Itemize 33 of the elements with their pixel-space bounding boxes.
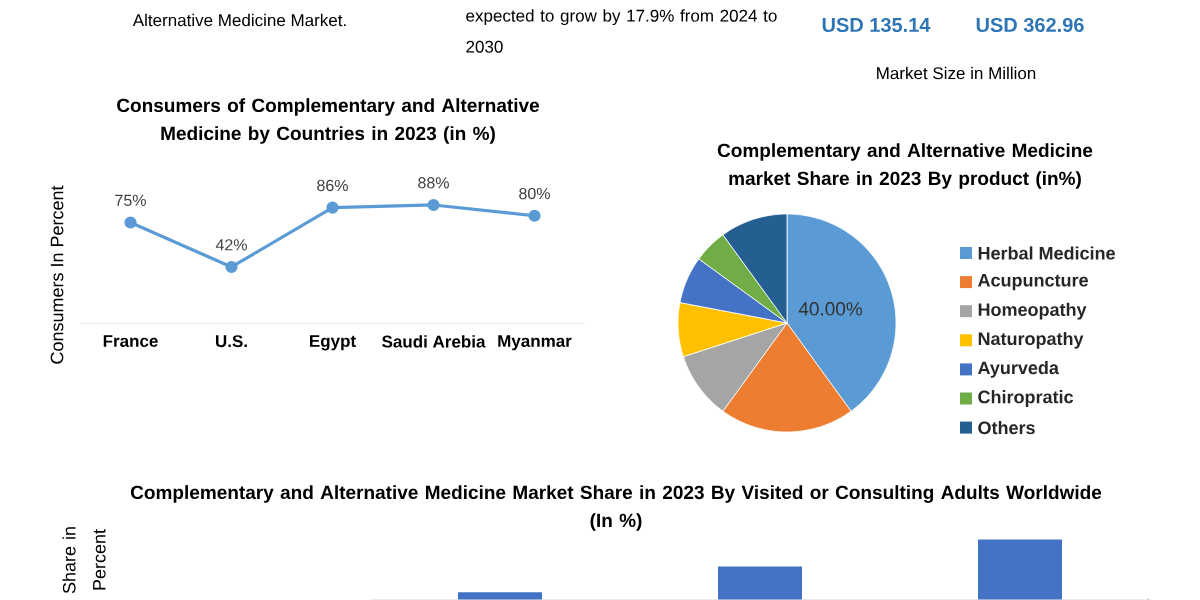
y-axis-title: Share in Percent xyxy=(62,527,106,594)
chart-title: Complementary and Alternative Medicine Market Share in 2023 By Visited or Consulting Adults Worldwide (In %) xyxy=(130,485,1102,531)
text: Alternative Medicine Market. xyxy=(132,13,346,27)
data-label: 80% xyxy=(519,187,550,200)
legend-label: Chiropratic xyxy=(978,390,1074,407)
text: USD 362.96 xyxy=(976,17,1084,33)
data-label: 75% xyxy=(115,194,146,206)
legend-label: Homeopathy xyxy=(978,302,1087,320)
point xyxy=(427,198,440,212)
data-label: 40.00% xyxy=(798,302,863,316)
point xyxy=(326,201,339,214)
text: expected to grow by 17.9% from 2024 to 2030 xyxy=(466,9,777,53)
legend-label: Ayurveda xyxy=(978,361,1060,378)
legend-label: Naturopathy xyxy=(978,331,1084,349)
legend-label: Herbal Medicine xyxy=(978,246,1115,260)
data-label: 86% xyxy=(317,179,348,192)
text: USD 135.14 xyxy=(822,17,931,33)
point xyxy=(124,216,137,229)
point xyxy=(528,209,541,222)
x-tick-label: Myanmar xyxy=(498,335,572,351)
chart-title: Complementary and Alternative Medicine market Share in 2023 By product (in%) xyxy=(717,143,1093,189)
data-label: 42% xyxy=(215,239,247,251)
x-tick-label: Saudi Arebia xyxy=(382,335,486,348)
x-tick-label: Egypt xyxy=(310,335,356,351)
x-tick-label: France xyxy=(103,335,158,347)
text: Market Size in Million xyxy=(877,66,1036,80)
legend-label: Others xyxy=(978,420,1035,435)
chart-title: Consumers of Complementary and Alternative Medicine by Countries in 2023 (in %) xyxy=(117,98,539,144)
legend-label: Acupuncture xyxy=(978,274,1088,291)
point xyxy=(225,260,238,274)
data-label: 88% xyxy=(418,177,449,189)
y-axis-title: Consumers In Percent xyxy=(50,185,64,364)
x-tick-label: U.S. xyxy=(215,335,247,348)
